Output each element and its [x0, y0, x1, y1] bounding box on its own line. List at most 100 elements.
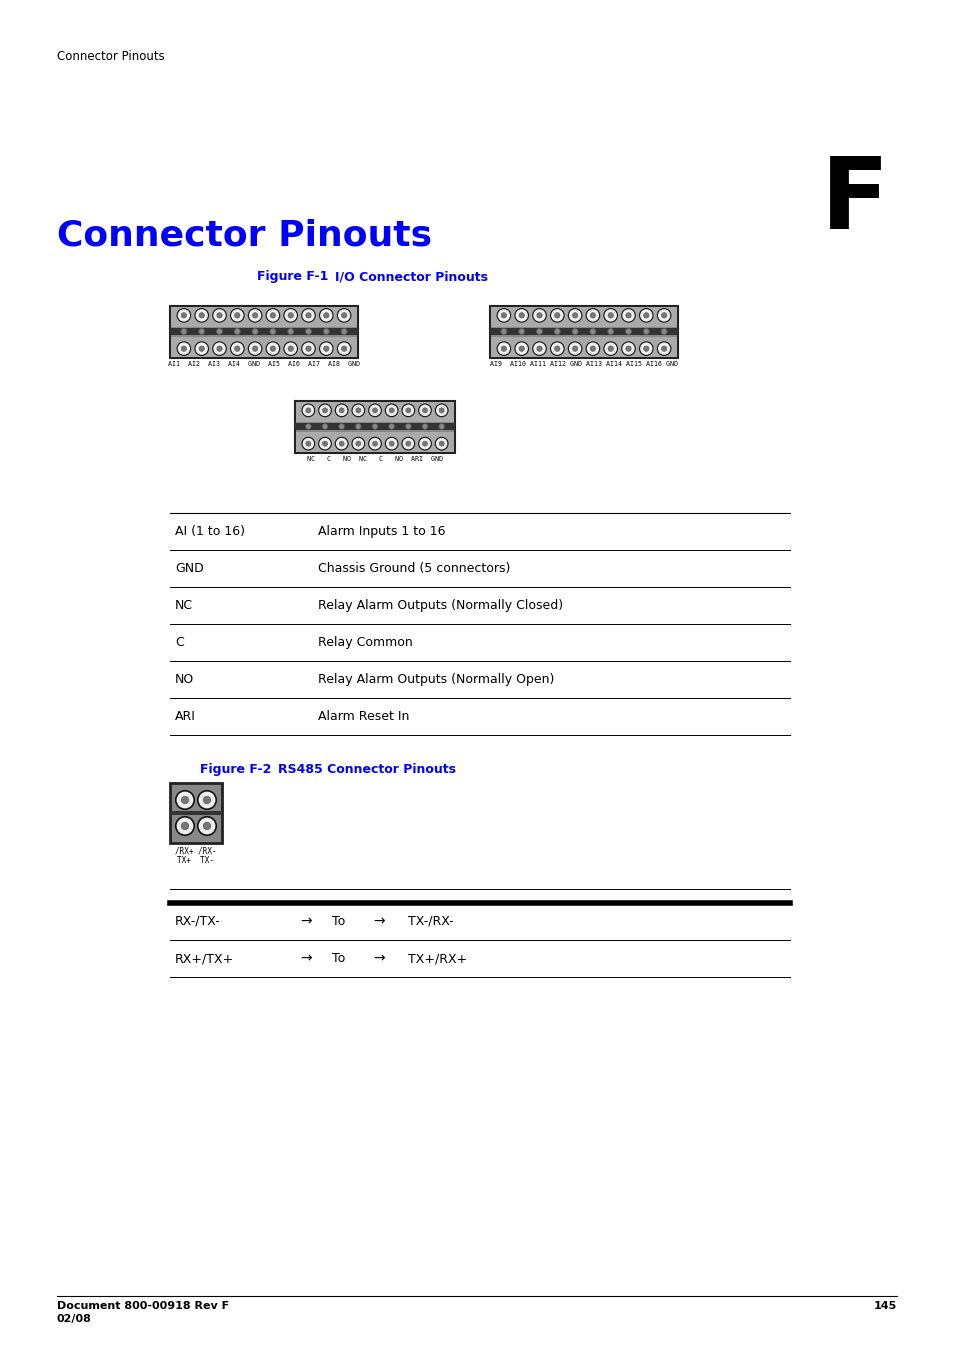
Circle shape [418, 437, 431, 450]
Circle shape [518, 329, 524, 334]
Bar [491, 337, 677, 357]
Circle shape [657, 342, 670, 356]
Circle shape [500, 329, 506, 334]
Circle shape [554, 329, 559, 334]
Circle shape [550, 342, 563, 356]
Circle shape [642, 329, 649, 334]
Text: TX+  TX-: TX+ TX- [177, 856, 214, 865]
Circle shape [422, 408, 427, 412]
Text: I/O Connector Pinouts: I/O Connector Pinouts [335, 270, 488, 283]
Text: Relay Common: Relay Common [317, 636, 413, 648]
Text: →: → [299, 914, 312, 929]
Text: Alarm Reset In: Alarm Reset In [317, 710, 409, 723]
Circle shape [253, 313, 257, 318]
Circle shape [319, 342, 333, 356]
Bar [491, 307, 677, 326]
Circle shape [405, 423, 411, 429]
Text: NC: NC [174, 599, 193, 612]
Circle shape [385, 404, 397, 417]
Circle shape [338, 441, 344, 446]
Circle shape [418, 404, 431, 417]
Circle shape [181, 346, 187, 352]
Circle shape [536, 329, 542, 334]
Circle shape [422, 423, 427, 429]
Circle shape [203, 797, 211, 803]
Circle shape [234, 313, 240, 318]
Circle shape [252, 329, 258, 334]
Circle shape [607, 346, 613, 352]
Circle shape [338, 423, 344, 429]
Text: TX-/RX-: TX-/RX- [408, 915, 454, 927]
Text: →: → [373, 952, 384, 965]
Circle shape [554, 313, 559, 318]
Circle shape [306, 408, 311, 412]
Circle shape [301, 309, 314, 322]
Circle shape [216, 329, 222, 334]
Circle shape [385, 437, 397, 450]
Text: F: F [820, 154, 888, 249]
Circle shape [643, 313, 648, 318]
Text: RX+/TX+: RX+/TX+ [174, 952, 234, 965]
Circle shape [337, 342, 351, 356]
Circle shape [568, 342, 581, 356]
Text: Document 800-00918 Rev F: Document 800-00918 Rev F [57, 1301, 229, 1312]
Circle shape [288, 329, 294, 334]
Text: Connector Pinouts: Connector Pinouts [57, 50, 165, 63]
Circle shape [621, 342, 635, 356]
Text: Chassis Ground (5 connectors): Chassis Ground (5 connectors) [317, 562, 510, 576]
Circle shape [335, 404, 348, 417]
Circle shape [306, 313, 311, 318]
Circle shape [355, 408, 360, 412]
Bar [295, 402, 454, 422]
Circle shape [372, 423, 377, 429]
Circle shape [355, 423, 361, 429]
Circle shape [603, 309, 617, 322]
Circle shape [572, 313, 578, 318]
Circle shape [352, 404, 364, 417]
Circle shape [181, 313, 187, 318]
Text: ARI: ARI [174, 710, 195, 723]
Circle shape [660, 329, 666, 334]
Circle shape [266, 309, 279, 322]
Circle shape [625, 313, 631, 318]
Circle shape [603, 342, 617, 356]
Circle shape [270, 346, 275, 352]
Circle shape [372, 441, 377, 446]
Circle shape [288, 346, 294, 352]
Circle shape [181, 797, 189, 803]
Circle shape [197, 791, 216, 809]
Circle shape [435, 437, 448, 450]
Circle shape [341, 313, 347, 318]
Circle shape [422, 441, 427, 446]
Circle shape [231, 342, 244, 356]
Bar [170, 306, 357, 359]
Circle shape [213, 342, 226, 356]
Circle shape [621, 309, 635, 322]
Circle shape [199, 313, 204, 318]
Circle shape [625, 329, 631, 334]
Circle shape [352, 437, 364, 450]
Bar [294, 400, 455, 453]
Bar [171, 337, 356, 357]
Circle shape [537, 346, 541, 352]
Circle shape [405, 441, 411, 446]
Text: Relay Alarm Outputs (Normally Closed): Relay Alarm Outputs (Normally Closed) [317, 599, 562, 612]
Circle shape [318, 437, 331, 450]
Circle shape [401, 437, 415, 450]
Circle shape [322, 423, 328, 429]
Circle shape [318, 404, 331, 417]
Circle shape [660, 346, 666, 352]
Circle shape [607, 313, 613, 318]
Text: GND: GND [174, 562, 204, 576]
Circle shape [181, 329, 187, 334]
Circle shape [338, 408, 344, 412]
Bar [170, 783, 222, 842]
Circle shape [368, 404, 381, 417]
Circle shape [270, 313, 275, 318]
Circle shape [341, 329, 347, 334]
Circle shape [389, 441, 394, 446]
Text: AI1  AI2  AI3  AI4  GND  AI5  AI6  AI7  AI8  GND: AI1 AI2 AI3 AI4 GND AI5 AI6 AI7 AI8 GND [168, 361, 359, 367]
Text: Alarm Inputs 1 to 16: Alarm Inputs 1 to 16 [317, 524, 445, 538]
Circle shape [625, 346, 631, 352]
Circle shape [305, 423, 311, 429]
